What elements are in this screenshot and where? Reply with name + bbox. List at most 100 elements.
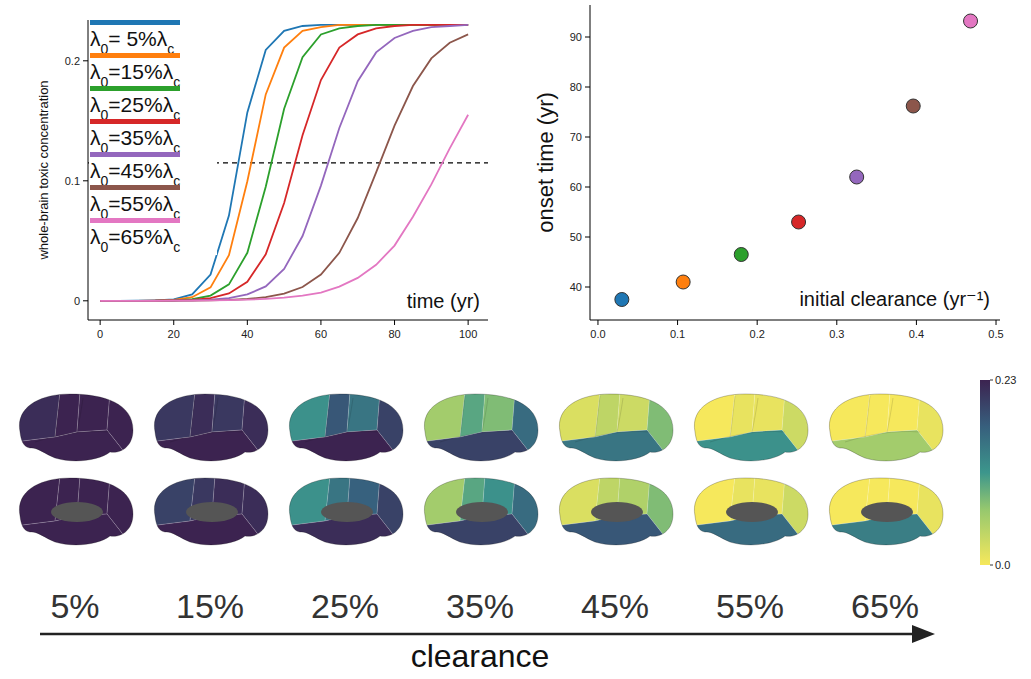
brain-outline <box>424 394 538 461</box>
brain-region <box>150 392 195 442</box>
y-tick-label: 0.2 <box>65 55 80 67</box>
brain-region <box>55 392 80 437</box>
y-tick <box>83 300 88 301</box>
brain-region <box>77 392 110 432</box>
legend-label-part: λ <box>163 93 174 116</box>
brain-regions <box>285 392 410 472</box>
brain-region <box>242 392 275 472</box>
brain-outline <box>694 478 808 545</box>
point <box>676 275 690 289</box>
plot-area <box>615 14 978 307</box>
y-tick-label: 80 <box>570 81 582 93</box>
brain-region <box>377 392 410 472</box>
corpus-callosum <box>726 502 778 522</box>
legend-label-part: λ <box>90 225 101 248</box>
brain-regions <box>285 476 410 556</box>
legend-label-part: 5 <box>132 159 144 182</box>
y-tick-label: 50 <box>570 231 582 243</box>
brain-outline <box>829 394 943 461</box>
y-axis <box>88 20 89 320</box>
brain-region <box>690 392 735 442</box>
series-line <box>100 34 468 300</box>
brain-label: 15% <box>176 587 244 625</box>
legend-label: λ0=45%λc <box>90 159 180 189</box>
brain-regions <box>690 476 815 556</box>
y-tick <box>83 180 88 181</box>
brain-region <box>825 392 870 442</box>
brain-regions <box>420 392 545 472</box>
colorbar-label: 0.23 <box>995 374 1016 386</box>
brain-region <box>107 392 140 472</box>
y-tick <box>83 60 88 61</box>
brain-label: 5% <box>50 587 99 625</box>
legend-swatch <box>90 119 180 124</box>
x-tick-label: 0 <box>97 328 103 340</box>
x-tick <box>757 320 758 325</box>
brain-region <box>825 476 870 526</box>
brain-region <box>190 392 215 437</box>
annotation: initial clearance (yr⁻¹) <box>799 288 990 310</box>
brain-region <box>595 392 620 437</box>
series-line <box>100 25 468 301</box>
legend-swatch <box>90 185 180 190</box>
y-tick-label: 40 <box>570 281 582 293</box>
x-tick-label: 60 <box>315 328 327 340</box>
corpus-callosum <box>321 502 373 522</box>
legend-label-part: 4 <box>121 159 133 182</box>
brain-region <box>420 392 465 442</box>
brain-regions <box>150 392 275 472</box>
colorbar <box>980 380 990 565</box>
legend-label-part: λ <box>90 159 101 182</box>
x-tick-label: 0.0 <box>590 328 605 340</box>
legend-label-part: λ <box>90 27 101 50</box>
brain-region <box>482 392 515 432</box>
brain-outline <box>19 394 133 461</box>
legend-label-part: 0 <box>101 239 109 255</box>
brain-lateral <box>690 392 815 472</box>
x-tick <box>394 320 395 325</box>
y-tick-label: 0.1 <box>65 175 80 187</box>
x-tick-label: 0.4 <box>909 328 924 340</box>
brain-outline <box>424 478 538 545</box>
brain-outline <box>694 394 808 461</box>
series-line <box>100 25 468 301</box>
brain-lateral <box>15 392 140 472</box>
y-tick <box>585 137 590 138</box>
brain-region <box>647 476 680 556</box>
x-tick <box>597 320 598 325</box>
legend-label-part: 5 <box>126 27 138 50</box>
point <box>792 215 806 229</box>
brain-outline <box>559 394 673 461</box>
legend-swatch <box>90 20 180 25</box>
x-tick-label: 100 <box>459 328 477 340</box>
brain-region <box>420 476 465 526</box>
y-axis <box>590 5 591 320</box>
point <box>906 99 920 113</box>
x-tick <box>836 320 837 325</box>
legend-label-part: 5 <box>132 126 144 149</box>
x-tick-label: 0.2 <box>750 328 765 340</box>
brain-outline <box>19 478 133 545</box>
series-line <box>100 115 468 301</box>
brain-region <box>242 476 275 556</box>
brain-region <box>782 392 815 472</box>
brain-region <box>512 476 545 556</box>
series-line <box>100 25 468 301</box>
brain-region <box>782 476 815 556</box>
legend-label-part: 5 <box>132 60 144 83</box>
y-tick-label: 60 <box>570 181 582 193</box>
legend-label-part: λ <box>157 27 168 50</box>
legend-label-part: % <box>144 60 163 83</box>
brain-region <box>865 392 890 437</box>
colorbar-tick <box>990 380 993 381</box>
plot-area <box>88 25 488 301</box>
y-tick <box>585 287 590 288</box>
x-tick <box>320 320 321 325</box>
y-axis-title: whole-brain toxic concentration <box>36 80 51 260</box>
legend-label-part: = <box>108 126 120 149</box>
brain-medial <box>285 476 410 556</box>
legend-label-part: % <box>144 126 163 149</box>
brain-regions <box>420 476 545 556</box>
brain-outline <box>154 394 268 461</box>
colorbar-tick <box>990 565 993 566</box>
